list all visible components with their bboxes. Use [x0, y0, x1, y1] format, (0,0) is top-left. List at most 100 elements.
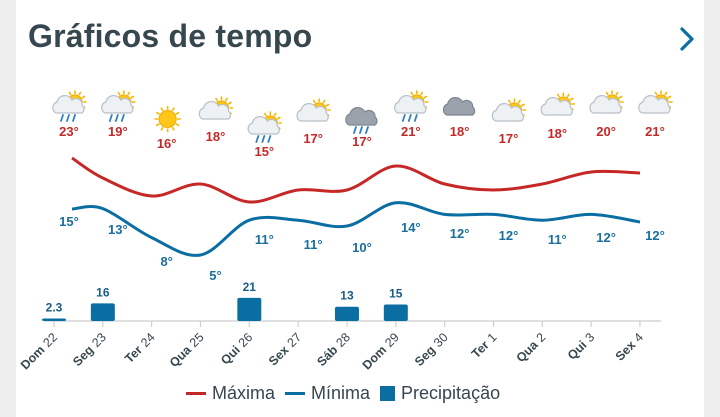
max-temp-label: 18° — [547, 126, 567, 141]
day-number: 23 — [89, 330, 109, 350]
legend-min-swatch — [285, 391, 306, 395]
day-name: Sex — [266, 343, 292, 369]
temperature-lines — [71, 156, 641, 257]
day-number: 28 — [333, 330, 353, 350]
legend-max: Máxima — [186, 383, 275, 404]
sun-cloud-icon — [296, 98, 331, 122]
day-name: Seg — [70, 343, 96, 369]
day-number: 1 — [485, 330, 500, 345]
legend-max-label: Máxima — [212, 382, 276, 403]
day-name: Dom — [18, 343, 48, 373]
min-temp-label: 8° — [160, 254, 172, 269]
min-temp-label: 11° — [255, 232, 274, 247]
day-label: Dom29 — [360, 330, 402, 372]
max-temp-label: 18° — [206, 129, 226, 144]
sun-cloud-rain-icon — [247, 111, 283, 143]
precipitation-bars — [42, 297, 408, 321]
cloud-icon — [442, 96, 476, 116]
day-name: Qui — [218, 343, 243, 368]
max-temp-label: 23° — [59, 124, 79, 139]
day-name: Sáb — [314, 343, 340, 369]
max-temp-label: 20° — [596, 124, 616, 139]
day-label: Seg23 — [70, 330, 109, 369]
day-number: 26 — [236, 330, 256, 350]
precip-label: 13 — [340, 289, 354, 303]
sun-icon — [154, 105, 181, 133]
day-number: 22 — [40, 330, 60, 350]
max-temp-label: 15° — [254, 144, 274, 159]
max-temp-label: 16° — [157, 136, 177, 151]
max-temp-label: 17° — [303, 131, 323, 146]
day-labels: Dom22Seg23Ter24Qua25Qui26Sex27Sáb28Dom29… — [18, 330, 646, 372]
day-name: Qua — [514, 337, 542, 365]
sun-cloud-icon — [491, 98, 527, 122]
max-line — [71, 156, 641, 204]
legend-min-label: Mínima — [311, 382, 371, 403]
legend-min: Mínima — [285, 383, 370, 404]
precip-bar — [42, 318, 66, 321]
day-name: Qui — [565, 338, 590, 363]
day-number: 25 — [187, 330, 207, 350]
legend-precip-label: Precipitação — [401, 382, 501, 403]
day-name: Seg — [412, 343, 438, 369]
precip-label: 21 — [243, 280, 257, 294]
day-label: Qui3 — [565, 330, 597, 362]
min-temp-label: 14° — [401, 220, 421, 235]
min-temp-label: 11° — [304, 237, 323, 252]
precip-bar — [334, 306, 359, 321]
sun-cloud-icon — [589, 90, 624, 114]
precip-label: 15 — [389, 287, 403, 301]
min-temp-label: 11° — [548, 232, 567, 247]
day-number: 4 — [631, 330, 646, 345]
legend-precip: Precipitação — [380, 383, 500, 404]
day-name: Qua — [167, 342, 195, 370]
min-temp-label: 10° — [352, 240, 372, 255]
max-temp-label: 21° — [401, 124, 421, 139]
day-name: Sex — [613, 338, 639, 364]
day-label: Dom22 — [18, 330, 60, 372]
min-temp-label: 15° — [59, 214, 79, 229]
min-temp-label: 12° — [645, 228, 665, 243]
sun-cloud-rain-icon — [101, 90, 136, 122]
min-temp-label: 5° — [209, 268, 221, 283]
min-temp-label: 12° — [596, 230, 616, 245]
max-temp-label: 17° — [499, 131, 519, 146]
precip-bar — [237, 297, 262, 321]
legend-max-swatch — [186, 391, 206, 395]
max-temp-label: 18° — [450, 124, 470, 139]
page-title: Gráficos de tempo — [28, 18, 313, 54]
day-number: 2 — [534, 330, 549, 345]
legend-precip-swatch — [380, 385, 396, 401]
day-label: Qua2 — [514, 330, 549, 365]
day-name: Dom — [360, 343, 390, 373]
day-number: 30 — [431, 330, 451, 350]
day-label: Sex27 — [266, 330, 304, 368]
day-label: Seg30 — [412, 330, 451, 369]
day-name: Ter — [469, 338, 492, 361]
sun-cloud-icon — [540, 92, 576, 116]
sun-cloud-icon — [198, 96, 234, 120]
sun-cloud-rain-icon — [394, 90, 429, 122]
precip-bar — [90, 303, 115, 321]
chevron-right-icon[interactable] — [672, 22, 702, 56]
sun-cloud-rain-icon — [52, 90, 87, 122]
day-label: Ter24 — [122, 330, 158, 366]
min-line — [71, 201, 641, 257]
day-number: 3 — [582, 330, 597, 345]
day-label: Qua25 — [167, 330, 207, 370]
precip-label: 16 — [96, 285, 110, 299]
day-name: Ter — [122, 343, 145, 366]
min-temp-label: 12° — [450, 226, 470, 241]
max-temp-label: 17° — [352, 134, 372, 149]
day-label: Qui26 — [218, 330, 255, 367]
precip-bar — [383, 304, 408, 321]
day-label: Sex4 — [613, 330, 646, 363]
max-temp-label: 21° — [645, 124, 665, 139]
chart-legend: Máxima Mínima Precipitação — [186, 382, 500, 404]
value-labels: 2.3 16 21 13 15 23° 19° 16° 18° 15° 17° 17° 21° 18° 17… — [46, 124, 665, 314]
min-temp-label: 12° — [499, 228, 519, 243]
day-number: 24 — [138, 330, 158, 350]
sun-cloud-icon — [638, 90, 673, 114]
x-axis — [44, 320, 661, 327]
